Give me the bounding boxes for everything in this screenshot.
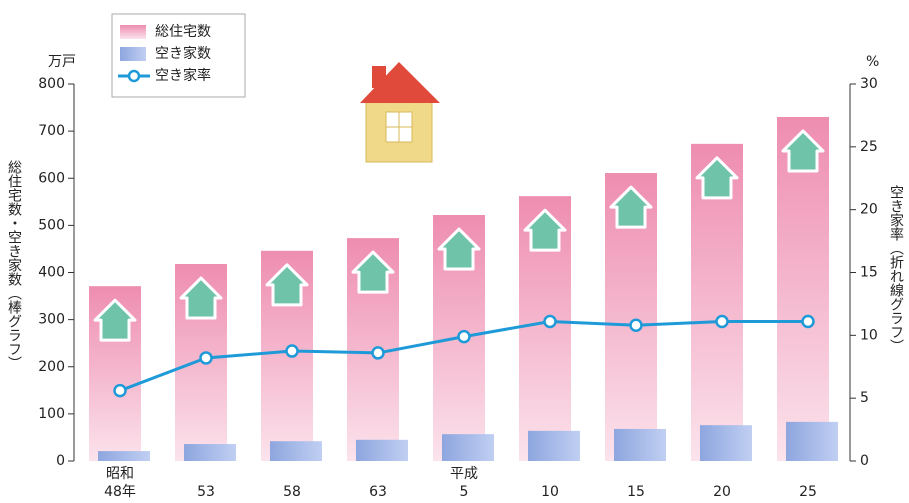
rate-point [285, 344, 299, 358]
legend-marker [127, 69, 141, 83]
house-icon [179, 276, 223, 320]
y2-tick-label: 30 [860, 76, 878, 92]
decor-house [360, 62, 440, 163]
x-tick-label: 15 [627, 484, 645, 500]
house-icon [265, 263, 309, 307]
house-icon [437, 227, 481, 271]
rate-point [371, 346, 385, 360]
y-tick-label: 700 [38, 123, 65, 139]
legend-label: 空き家率 [155, 67, 211, 84]
house-icon [609, 185, 653, 229]
house-icon [523, 208, 567, 252]
y2-tick-label: 15 [860, 265, 878, 281]
rate-point [199, 351, 213, 365]
x-tick-label: 63 [369, 484, 387, 500]
house-icon [93, 298, 137, 342]
rate-point [457, 329, 471, 344]
rate-point [715, 314, 729, 329]
rate-point [629, 318, 643, 333]
y-tick-label: 400 [38, 265, 65, 281]
y2-tick-label: 0 [860, 453, 869, 469]
house-icon-shape [351, 250, 395, 294]
bar-vacant [184, 444, 236, 461]
house-icon-shape [93, 298, 137, 342]
x-tick-label: 58 [283, 484, 301, 500]
y2-tick-label: 10 [860, 327, 878, 343]
x-tick-label: 53 [197, 484, 215, 500]
bar-vacant [700, 425, 752, 461]
legend-label: 総住宅数 [155, 24, 211, 40]
house-icon-shape [523, 208, 567, 252]
rate-point [801, 314, 815, 329]
y2-tick-label: 25 [860, 139, 878, 155]
y2-unit: % [866, 54, 879, 70]
house-icon-shape [609, 185, 653, 229]
house-icon-shape [695, 156, 739, 200]
bar-vacant [786, 421, 838, 461]
house-icon-shape [437, 227, 481, 271]
house-icon [695, 156, 739, 200]
bar-vacant [614, 428, 666, 461]
y-tick-label: 300 [38, 312, 65, 328]
rate-point [113, 383, 127, 398]
y-tick-label: 200 [38, 359, 65, 375]
y-tick-label: 500 [38, 217, 65, 233]
y-unit: 万戸 [48, 54, 76, 70]
x-tick-label: 25 [799, 484, 817, 500]
bar-vacant [442, 434, 494, 461]
y-tick-label: 100 [38, 406, 65, 422]
y2-tick-label: 5 [860, 390, 869, 406]
y-tick-label: 800 [38, 76, 65, 92]
x-tick-label: 平成 5 [450, 466, 478, 500]
y-tick-label: 600 [38, 170, 65, 186]
bar-vacant [528, 430, 580, 461]
y2-axis-title: 空き家率（折れ線グラフ） [888, 185, 904, 353]
x-tick-label: 20 [713, 484, 731, 500]
y2-tick-label: 20 [860, 202, 878, 218]
x-tick-label: 昭和 48年 [104, 466, 136, 500]
house-icon [781, 129, 825, 173]
bar-vacant [356, 439, 408, 461]
house-icon-shape [781, 129, 825, 173]
legend-swatch [120, 47, 146, 61]
bar-vacant [98, 451, 150, 461]
house-icon [351, 250, 395, 294]
x-tick-label: 10 [541, 484, 559, 500]
legend-swatch [120, 25, 146, 39]
y-axis-title: 総住宅数・空き家数（棒グラフ） [6, 160, 22, 370]
house-icon-shape [179, 276, 223, 320]
rate-point [543, 314, 557, 329]
y-tick-label: 0 [56, 453, 65, 469]
house-icon-shape [265, 263, 309, 307]
bar-vacant [270, 441, 322, 461]
bar-total [777, 116, 829, 462]
legend-label: 空き家数 [155, 45, 211, 62]
